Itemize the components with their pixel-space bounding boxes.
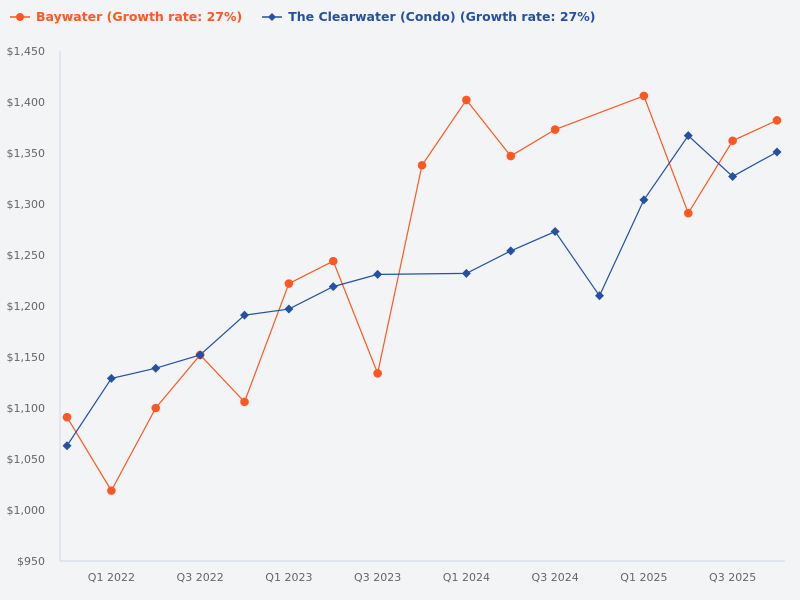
y-tick-label: $1,000 <box>7 504 46 517</box>
data-point <box>107 486 116 495</box>
data-point <box>506 246 516 256</box>
y-tick-label: $1,200 <box>7 300 46 313</box>
data-point <box>728 136 737 146</box>
data-point <box>373 269 383 279</box>
data-point <box>683 131 693 141</box>
series-line <box>66 95 778 492</box>
x-tick-label: Q1 2023 <box>265 571 312 584</box>
data-point <box>62 412 72 422</box>
x-tick-label: Q1 2025 <box>620 571 667 584</box>
data-point <box>195 350 205 360</box>
x-tick-label: Q3 2024 <box>532 571 579 584</box>
y-tick-label: $1,300 <box>7 198 46 211</box>
data-point <box>772 116 782 125</box>
data-point <box>328 256 338 266</box>
y-tick-label: $1,400 <box>7 96 46 109</box>
data-point <box>62 441 72 451</box>
data-point <box>240 397 249 407</box>
data-point <box>417 160 427 170</box>
y-tick-label: $1,100 <box>7 402 46 415</box>
diamond-marker-icon <box>262 12 283 21</box>
x-tick-label: Q1 2022 <box>88 571 135 584</box>
data-point <box>550 227 560 237</box>
data-point <box>106 373 116 383</box>
legend-label: Baywater (Growth rate: 27%) <box>36 9 243 24</box>
series-line <box>66 134 778 447</box>
y-tick-label: $1,050 <box>7 453 46 466</box>
x-tick-label: Q3 2023 <box>354 571 401 584</box>
data-point <box>151 363 161 373</box>
legend: Baywater (Growth rate: 27%) The Clearwat… <box>10 9 595 24</box>
data-point <box>639 91 649 101</box>
y-tick-label: $1,150 <box>7 351 46 364</box>
data-point <box>328 282 338 292</box>
data-point <box>595 291 604 301</box>
y-tick-label: $1,350 <box>7 147 46 160</box>
legend-item-baywater[interactable]: Baywater (Growth rate: 27%) <box>10 9 242 24</box>
data-point <box>772 147 782 157</box>
data-point <box>462 95 471 105</box>
data-point <box>639 195 649 205</box>
data-point <box>683 208 693 218</box>
x-tick-label: Q1 2024 <box>443 571 490 584</box>
data-point <box>461 268 471 278</box>
y-tick-label: $950 <box>17 555 45 568</box>
data-point <box>728 171 738 181</box>
legend-label: The Clearwater (Condo) (Growth rate: 27%… <box>288 9 596 24</box>
legend-item-clearwater[interactable]: The Clearwater (Condo) (Growth rate: 27%… <box>262 9 595 24</box>
data-point <box>550 125 560 134</box>
x-tick-label: Q3 2022 <box>177 571 224 584</box>
data-point <box>284 279 294 288</box>
y-tick-label: $1,250 <box>7 249 46 262</box>
data-point <box>240 310 249 320</box>
data-point <box>373 369 382 378</box>
data-point <box>284 304 294 314</box>
x-tick-label: Q3 2025 <box>709 571 756 584</box>
circle-marker-icon <box>10 12 30 21</box>
data-point <box>151 403 161 413</box>
data-point <box>506 151 516 161</box>
y-tick-label: $1,450 <box>7 45 46 58</box>
